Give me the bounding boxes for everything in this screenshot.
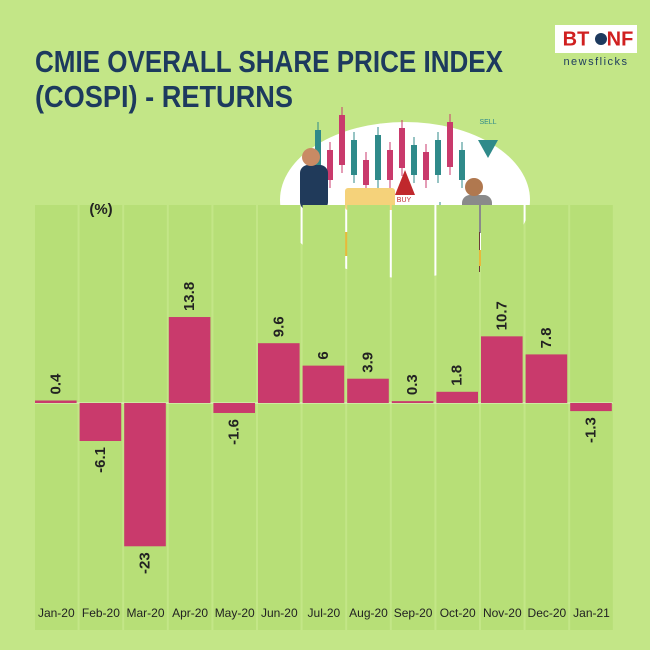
column-band <box>436 205 479 630</box>
person-head <box>302 148 320 166</box>
column-band <box>570 205 613 630</box>
candle-body <box>447 122 453 167</box>
value-label: 10.7 <box>493 301 510 330</box>
logo-dot <box>595 33 607 45</box>
person-head <box>465 178 483 196</box>
plot-area: 0.4 Jan-20 -6.1 Feb-20 -23 Mar-20 13.8 Apr-20 -1… <box>35 205 613 630</box>
x-tick-label: Nov-20 <box>483 606 522 620</box>
column-band <box>258 205 301 630</box>
value-label: -1.6 <box>226 419 243 445</box>
column-band <box>347 205 390 630</box>
candle-body <box>327 150 333 180</box>
value-label: -1.3 <box>582 417 599 443</box>
value-label: -23 <box>136 552 153 574</box>
buy-arrow <box>395 170 415 195</box>
bar <box>570 403 612 412</box>
x-tick-label: Sep-20 <box>394 606 433 620</box>
logo-sub: newsflicks <box>563 56 628 68</box>
bar <box>347 378 389 403</box>
column-band <box>525 205 569 630</box>
candle-body <box>423 152 429 180</box>
bar <box>168 317 211 403</box>
bar <box>79 403 122 442</box>
x-tick-label: Jan-20 <box>38 606 75 620</box>
x-tick-label: Aug-20 <box>349 606 388 620</box>
value-label: 7.8 <box>538 328 555 349</box>
bar <box>481 336 523 403</box>
column-band <box>213 205 256 630</box>
bar <box>391 401 434 403</box>
x-tick-label: Apr-20 <box>172 606 208 620</box>
bar <box>436 391 478 403</box>
banknote <box>345 188 395 210</box>
column-band <box>391 205 435 630</box>
candle-body <box>339 115 345 165</box>
logo-nf: NF <box>607 28 634 50</box>
column-band <box>168 205 212 630</box>
candle-body <box>399 128 405 168</box>
chart-title: (COSPI) - RETURNS <box>35 79 293 114</box>
x-tick-label: Jan-21 <box>573 606 610 620</box>
value-label: 1.8 <box>449 365 466 386</box>
person <box>300 165 328 210</box>
logo-bt: BT <box>563 28 590 50</box>
x-tick-label: Feb-20 <box>82 606 120 620</box>
candle-body <box>411 145 417 175</box>
candle-body <box>351 140 357 175</box>
x-tick-label: Oct-20 <box>440 606 476 620</box>
x-tick-label: Jul-20 <box>308 606 341 620</box>
value-label: 3.9 <box>359 352 376 373</box>
bar <box>124 403 166 547</box>
value-label: 6 <box>315 351 332 359</box>
x-tick-label: May-20 <box>215 606 255 620</box>
x-tick-label: Dec-20 <box>528 606 567 620</box>
bar <box>525 354 568 403</box>
sell-label: SELL <box>479 119 496 126</box>
value-label: -6.1 <box>92 447 109 473</box>
bar <box>302 365 345 403</box>
bar <box>213 403 255 413</box>
x-tick-label: Mar-20 <box>126 606 164 620</box>
buy-label: BUY <box>397 197 412 204</box>
candle-body <box>375 135 381 180</box>
x-tick-label: Jun-20 <box>261 606 298 620</box>
sell-arrow <box>478 140 498 158</box>
candle-body <box>435 140 441 175</box>
unit-label: (%) <box>89 201 112 218</box>
column-band <box>35 205 78 630</box>
column-band <box>481 205 524 630</box>
chart-title: CMIE OVERALL SHARE PRICE INDEX <box>35 44 503 79</box>
candle-body <box>459 150 465 180</box>
value-label: 0.4 <box>47 373 64 395</box>
value-label: 0.3 <box>404 374 421 395</box>
bar <box>258 343 300 403</box>
bar <box>35 400 77 403</box>
logo: BT NF newsflicks <box>555 25 637 68</box>
value-label: 13.8 <box>181 282 198 311</box>
candle-body <box>363 160 369 185</box>
candle-body <box>387 150 393 180</box>
value-label: 9.6 <box>270 316 287 337</box>
column-band <box>302 205 346 630</box>
candle-body <box>315 130 321 170</box>
